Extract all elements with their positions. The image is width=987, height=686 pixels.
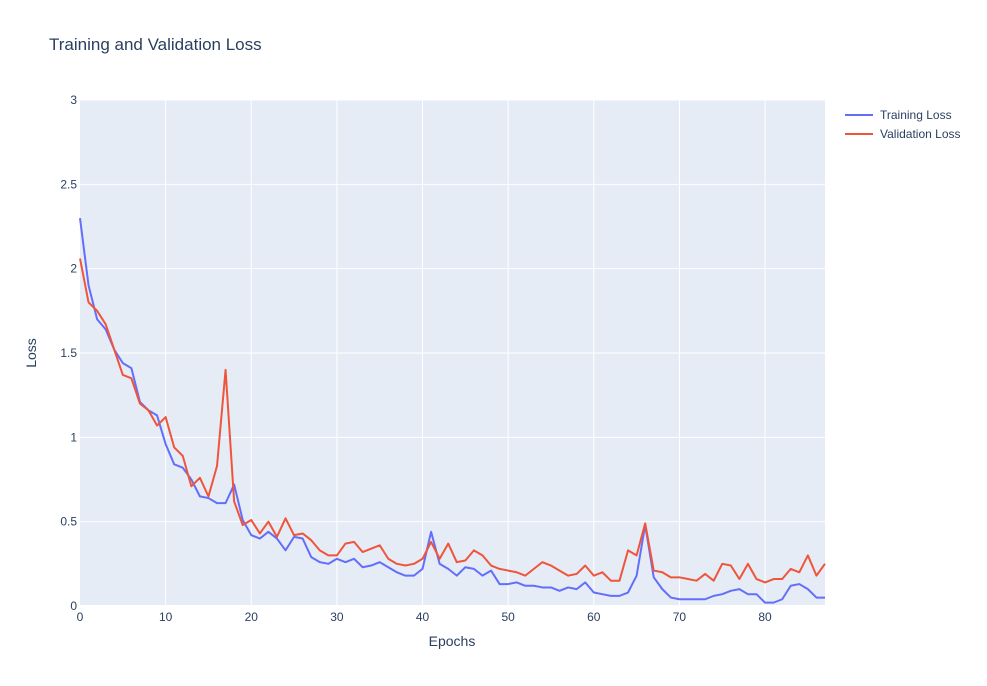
y-tick-label: 2.5 <box>60 177 77 191</box>
x-tick-label: 20 <box>245 610 259 624</box>
x-tick-label: 30 <box>330 610 344 624</box>
y-tick-label: 2 <box>70 262 77 276</box>
x-tick-labels: 0 10 20 30 40 50 60 70 80 <box>77 610 772 624</box>
y-tick-label: 0 <box>70 599 77 613</box>
x-tick-label: 50 <box>501 610 515 624</box>
y-tick-label: 1.5 <box>60 346 77 360</box>
series-line-training <box>79 217 825 604</box>
legend-label-training: Training Loss <box>880 108 952 122</box>
y-axis-title: Loss <box>23 338 39 368</box>
y-tick-label: 0.5 <box>60 515 77 529</box>
legend-label-validation: Validation Loss <box>880 127 961 141</box>
series-lines <box>79 217 826 604</box>
x-tick-label: 40 <box>416 610 430 624</box>
y-tick-label: 3 <box>70 93 77 107</box>
chart-title: Training and Validation Loss <box>49 35 262 54</box>
legend-item-validation[interactable]: Validation Loss <box>845 127 961 141</box>
legend-item-training[interactable]: Training Loss <box>845 108 952 122</box>
y-gridlines <box>80 99 825 607</box>
x-tick-label: 60 <box>587 610 601 624</box>
x-tick-label: 80 <box>758 610 772 624</box>
x-tick-label: 0 <box>77 610 84 624</box>
x-axis-title: Epochs <box>429 633 476 649</box>
y-tick-label: 1 <box>70 430 77 444</box>
y-tick-labels: 0 0.5 1 1.5 2 2.5 3 <box>60 93 77 613</box>
x-tick-label: 10 <box>159 610 173 624</box>
series-line-validation <box>79 258 826 584</box>
x-tick-label: 70 <box>673 610 687 624</box>
legend: Training Loss Validation Loss <box>845 108 961 141</box>
